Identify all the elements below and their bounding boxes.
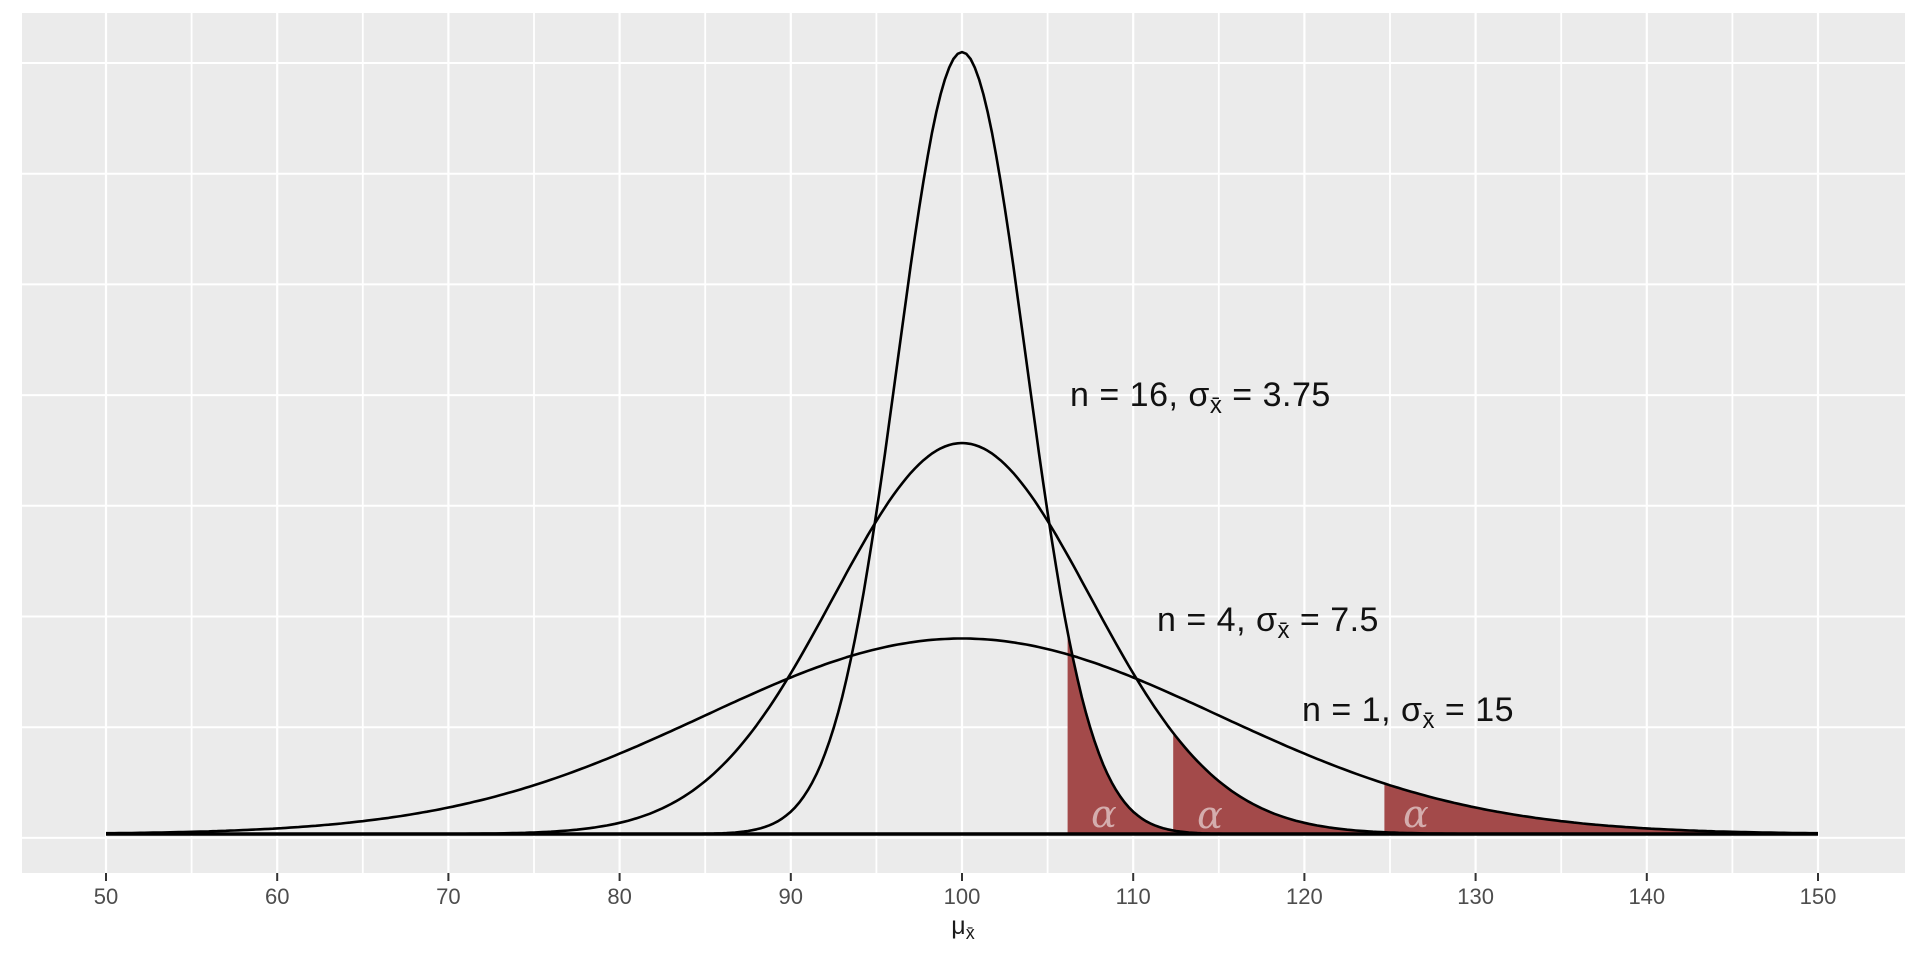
annotation-n1-text: n = 1, σ <box>1302 691 1423 729</box>
alpha-label-n4: α <box>1197 793 1223 837</box>
x-tick-label: 90 <box>779 884 803 909</box>
x-tick-label: 120 <box>1286 884 1323 909</box>
density-curve-n1 <box>106 637 1818 835</box>
x-tick-label: 70 <box>436 884 460 909</box>
x-axis-label-subscript: x̄ <box>965 923 975 943</box>
x-axis-label: μx̄ <box>903 912 1023 944</box>
annotation-n4: n = 4, σx̄ = 7.5 <box>1157 601 1379 645</box>
alpha-region-n1 <box>1384 783 1818 834</box>
annotation-n16-subscript: x̄ <box>1209 392 1223 419</box>
x-tick-label: 50 <box>94 884 118 909</box>
x-tick-label: 100 <box>944 884 981 909</box>
density-curve-n4 <box>106 441 1818 836</box>
annotation-n4-value: = 7.5 <box>1289 601 1379 639</box>
x-tick-label: 60 <box>265 884 289 909</box>
annotation-n16-value: = 3.75 <box>1222 376 1331 414</box>
x-axis-label-mu: μ <box>951 912 966 940</box>
annotation-n1: n = 1, σx̄ = 15 <box>1302 691 1514 735</box>
x-tick-label: 80 <box>607 884 631 909</box>
annotation-n16: n = 16, σx̄ = 3.75 <box>1070 376 1331 420</box>
annotation-n1-value: = 15 <box>1434 691 1515 729</box>
x-tick-label: 150 <box>1800 884 1837 909</box>
x-tick-label: 130 <box>1457 884 1494 909</box>
annotation-n1-subscript: x̄ <box>1422 707 1435 734</box>
annotation-n4-subscript: x̄ <box>1277 617 1290 644</box>
annotation-n16-text: n = 16, σ <box>1070 376 1210 414</box>
x-tick-label: 140 <box>1628 884 1665 909</box>
alpha-label-n1: α <box>1403 792 1429 836</box>
annotation-n4-text: n = 4, σ <box>1157 601 1278 639</box>
alpha-label-n16: α <box>1091 792 1117 836</box>
alpha-region-n4 <box>1173 733 1818 834</box>
x-tick-label: 110 <box>1116 884 1151 909</box>
